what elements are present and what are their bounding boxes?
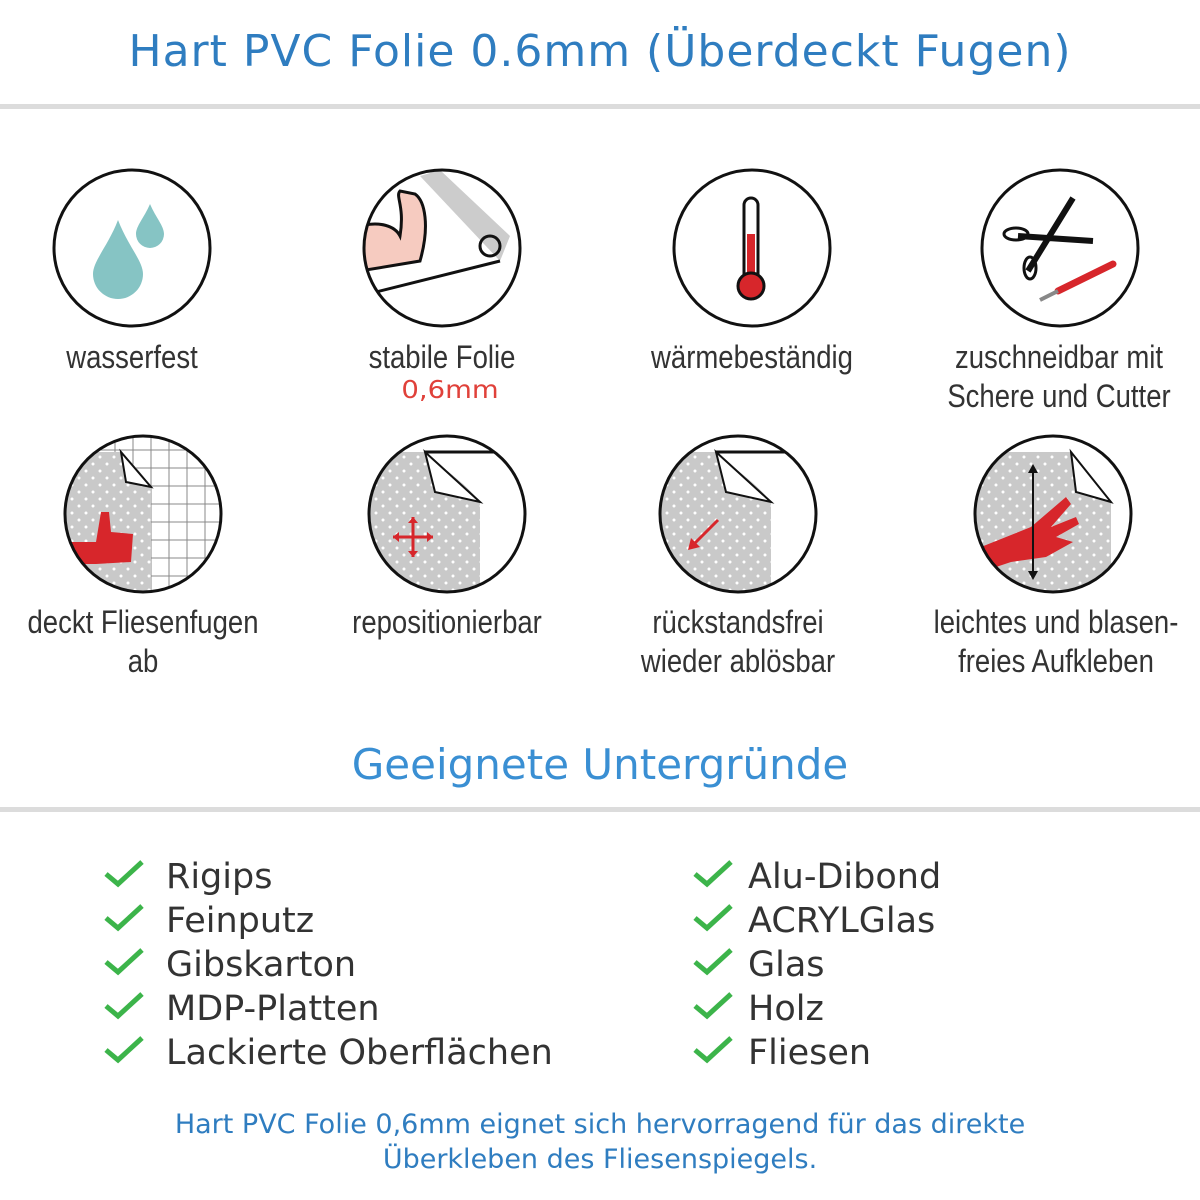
check-icon — [104, 1031, 148, 1075]
water-drops-icon — [52, 168, 212, 328]
check-icon — [104, 987, 148, 1031]
list-item: MDP-Platten — [104, 987, 553, 1031]
list-item: Glas — [693, 943, 941, 987]
feature-label-rueckstandsfrei-2: wieder ablösbar — [640, 643, 836, 679]
feature-label-wasserfest: wasserfest — [66, 339, 198, 375]
feature-label-blasenfrei: leichtes und blasen- — [933, 604, 1179, 640]
check-icon — [104, 855, 148, 899]
page-title: Hart PVC Folie 0.6mm (Überdeckt Fugen) — [128, 26, 1072, 77]
list-item: ACRYLGlas — [693, 899, 941, 943]
check-icon — [693, 1031, 737, 1075]
feature-label-repositionierbar: repositionierbar — [352, 604, 542, 640]
feature-label-stabile-folie: stabile Folie — [368, 339, 516, 375]
list-item: Feinputz — [104, 899, 553, 943]
check-icon — [693, 943, 737, 987]
hand-smoothing-icon — [973, 434, 1133, 594]
list-item: Holz — [693, 987, 941, 1031]
list-item: Alu-Dibond — [693, 855, 941, 899]
peel-arrow-icon — [658, 434, 818, 594]
surfaces-list-left: Rigips Feinputz Gibskarton MDP-Platten L… — [104, 855, 553, 1075]
strong-arm-icon — [362, 168, 522, 328]
check-icon — [104, 943, 148, 987]
list-item: Lackierte Oberflächen — [104, 1031, 553, 1075]
divider — [0, 807, 1200, 812]
feature-label-deckt-fugen: deckt Fliesenfugen ab — [27, 604, 259, 679]
footer-text-2: Überkleben des Fliesenspiegels. — [382, 1144, 818, 1175]
check-icon — [693, 987, 737, 1031]
surfaces-list-right: Alu-Dibond ACRYLGlas Glas Holz Fliesen — [693, 855, 941, 1075]
feature-label-zuschneidbar-2: Schere und Cutter — [947, 378, 1171, 414]
check-icon — [104, 899, 148, 943]
divider — [0, 104, 1200, 109]
move-arrows-icon — [367, 434, 527, 594]
feature-label-rueckstandsfrei: rückstandsfrei — [652, 604, 824, 640]
feature-sublabel-thickness: 0,6mm — [401, 375, 499, 404]
thumbs-up-tiles-icon — [63, 434, 223, 594]
list-item: Gibskarton — [104, 943, 553, 987]
feature-label-blasenfrei-2: freies Aufkleben — [958, 643, 1154, 679]
check-icon — [693, 899, 737, 943]
list-item: Fliesen — [693, 1031, 941, 1075]
footer-text-1: Hart PVC Folie 0,6mm eignet sich hervorr… — [174, 1109, 1026, 1140]
feature-label-zuschneidbar: zuschneidbar mit — [954, 339, 1164, 375]
surfaces-title: Geeignete Untergründe — [351, 740, 849, 789]
check-icon — [693, 855, 737, 899]
scissors-cutter-icon — [980, 168, 1140, 328]
list-item: Rigips — [104, 855, 553, 899]
feature-label-waermebestaendig: wärmebeständig — [651, 339, 853, 375]
thermometer-icon — [672, 168, 832, 328]
